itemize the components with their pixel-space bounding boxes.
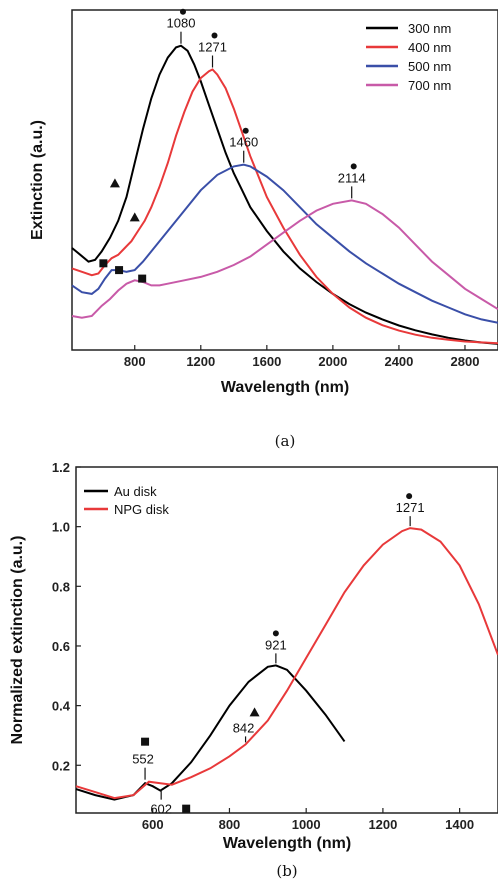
panel-b-x-tick-label: 1400: [445, 817, 474, 832]
panel-a-x-axis-title: Wavelength (nm): [221, 379, 349, 396]
panel-a-peak-marker: [350, 163, 357, 170]
panel-a-legend-label: 700 nm: [408, 78, 451, 93]
panel-a-series-line-1: [71, 44, 498, 345]
panel-b-peak-marker: [406, 493, 413, 500]
panel-a-annotation-label: 1460: [229, 135, 258, 150]
panel-a-square-marker: [99, 259, 108, 268]
panel-a-caption: (a): [275, 432, 296, 450]
panel-b-x-tick-label: 800: [219, 817, 241, 832]
panel-a-series: [71, 44, 498, 345]
panel-b-x-tick-label: 1200: [368, 817, 397, 832]
panel-a-triangle-marker: [129, 212, 140, 222]
panel-b-legend: Au disk NPG disk: [84, 484, 169, 517]
panel-b-y-tick-label: 1.0: [52, 520, 70, 535]
panel-b-series-line-1: [75, 664, 346, 801]
panel-b-annotations: 1271 921 842 552 602: [132, 493, 425, 817]
panel-a-series-line-4: [71, 199, 498, 319]
panel-b-chart: 600 800 1000 1200 1400 0.2 0.4 0.6 0.8 1.0 1.2 127…: [9, 460, 498, 880]
panel-a-y-axis-title: Extinction (a.u.): [29, 120, 46, 240]
panel-b-y-tick-label: 0.8: [52, 579, 70, 594]
panel-a-peak-marker: [179, 8, 186, 15]
panel-a-x-tick-label: 1600: [252, 354, 281, 369]
panel-a-markers: [99, 178, 147, 283]
panel-a-series-line-3: [71, 163, 498, 324]
panel-b-y-tick-label: 0.2: [52, 758, 70, 773]
panel-a-annotation-label: 1080: [167, 16, 196, 31]
panel-a-plot-frame: [71, 9, 498, 351]
panel-b-triangle-marker: [249, 707, 260, 717]
panel-b-series: [75, 527, 498, 801]
panel-b-y-axis-title: Normalized extinction (a.u.): [9, 536, 26, 745]
panel-a-x-tick-label: 2400: [384, 354, 413, 369]
panel-a-series-line-2: [71, 68, 498, 345]
panel-b-series-line-2: [75, 527, 498, 800]
panel-b-annotation-label: 552: [132, 752, 154, 767]
panel-a-square-marker: [138, 274, 147, 283]
panel-a-legend-label: 300 nm: [408, 21, 451, 36]
panel-b-y-tick-label: 0.4: [52, 699, 71, 714]
panel-b-y-tick-label: 1.2: [52, 460, 70, 475]
panel-b-x-tick-label: 600: [142, 817, 164, 832]
panel-b-annotation-label: 842: [233, 720, 255, 735]
panel-b-x-tick-label: 1000: [292, 817, 321, 832]
panel-b-annotation-label: 1271: [396, 500, 425, 515]
panel-b-x-axis-title: Wavelength (nm): [223, 835, 351, 852]
panel-a-triangle-marker: [109, 178, 120, 188]
panel-b-legend-label: Au disk: [114, 484, 157, 499]
panel-b-peak-marker: [272, 630, 279, 637]
panel-a-x-ticks: 800 1200 1600 2000 2400 2800: [124, 345, 480, 369]
panel-a-annotation-label: 1271: [198, 40, 227, 55]
panel-b-square-marker: [141, 737, 150, 746]
panel-b-annotation-label: 921: [265, 637, 287, 652]
panel-a-annotation-label: 2114: [338, 170, 366, 185]
panel-a-legend-label: 400 nm: [408, 40, 451, 55]
panel-b-caption: (b): [276, 862, 297, 880]
panel-a-square-marker: [115, 266, 124, 275]
panel-a-x-tick-label: 1200: [186, 354, 215, 369]
panel-a-x-tick-label: 2800: [451, 354, 480, 369]
panel-b-y-tick-label: 0.6: [52, 639, 70, 654]
panel-a-legend-label: 500 nm: [408, 59, 451, 74]
panel-b-ticks: 600 800 1000 1200 1400 0.2 0.4 0.6 0.8 1.0 1.2: [52, 460, 474, 832]
panel-b-annotation-label: 602: [150, 802, 172, 817]
panel-b-plot-frame: [75, 466, 498, 814]
panel-a-legend: 300 nm 400 nm 500 nm 700 nm: [366, 21, 451, 93]
panel-a-peak-marker: [242, 127, 249, 134]
panel-a-peak-marker: [211, 32, 218, 39]
panel-a-x-tick-label: 800: [124, 354, 146, 369]
panel-b-square-marker: [182, 804, 191, 813]
panel-a-x-tick-label: 2000: [318, 354, 347, 369]
panel-b-legend-label: NPG disk: [114, 502, 169, 517]
